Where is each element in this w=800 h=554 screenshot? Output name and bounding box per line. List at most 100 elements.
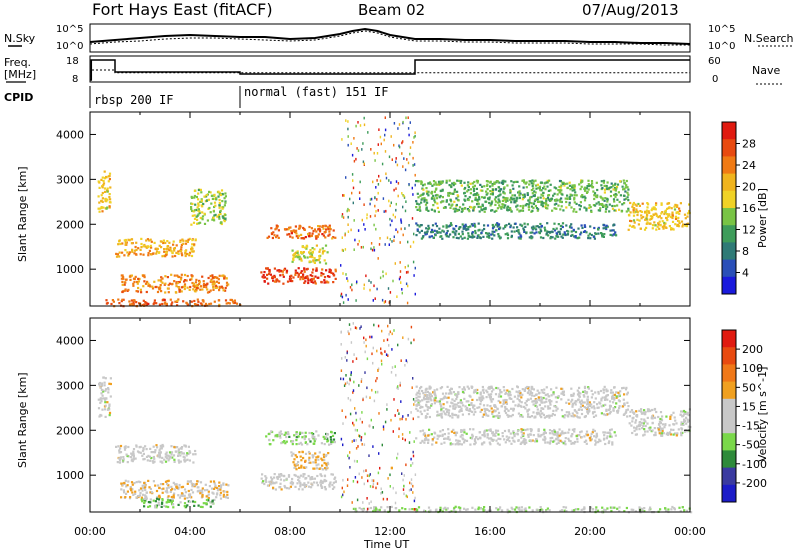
heat-cell xyxy=(522,186,525,189)
heat-cell xyxy=(151,285,154,288)
heat-cell xyxy=(496,407,499,410)
heat-cell xyxy=(433,389,436,392)
heat-speckle xyxy=(378,412,380,415)
heat-cell xyxy=(180,286,183,289)
heat-cell xyxy=(532,411,535,414)
heat-cell xyxy=(435,183,438,186)
heat-cell xyxy=(428,235,431,238)
heat-cell xyxy=(265,435,268,438)
heat-cell xyxy=(459,235,462,238)
heat-cell xyxy=(621,387,624,390)
heat-cell xyxy=(489,443,492,446)
heat-cell xyxy=(279,436,282,439)
heat-cell xyxy=(298,466,301,469)
heat-cell xyxy=(510,210,513,213)
heat-cell xyxy=(266,484,270,487)
heat-cell xyxy=(179,250,183,253)
heat-cell xyxy=(423,183,426,186)
heat-cell xyxy=(455,394,458,397)
heat-cell xyxy=(571,398,574,401)
heat-cell xyxy=(595,232,598,235)
heat-cell xyxy=(327,226,330,229)
heat-cell xyxy=(401,507,404,510)
heat-speckle xyxy=(399,275,401,279)
heat-cell xyxy=(134,457,137,460)
heat-cell xyxy=(313,248,316,251)
heat-cell xyxy=(162,487,165,490)
heat-cell xyxy=(138,277,141,281)
heat-cell xyxy=(523,193,526,196)
heat-cell xyxy=(129,486,132,489)
heat-cell xyxy=(632,209,635,212)
heat-cell xyxy=(124,281,127,284)
heat-cell xyxy=(182,285,185,288)
heat-speckle xyxy=(389,204,391,208)
heat-cell xyxy=(199,285,202,288)
heat-cell xyxy=(486,192,489,195)
heat-cell xyxy=(663,221,666,224)
heat-cell xyxy=(301,483,304,486)
heat-cell xyxy=(98,415,101,418)
heat-cell xyxy=(154,285,157,289)
heat-cell xyxy=(468,408,471,411)
heat-cell xyxy=(144,445,147,448)
heat-cell xyxy=(612,233,615,236)
heat-cell xyxy=(585,439,588,442)
heat-cell xyxy=(537,186,540,189)
heat-cell xyxy=(358,506,361,510)
heat-cell xyxy=(477,508,480,511)
heat-cell xyxy=(449,390,452,394)
heat-cell xyxy=(326,461,329,464)
heat-cell xyxy=(472,189,476,193)
heat-cell xyxy=(125,453,128,456)
heat-cell xyxy=(171,255,174,258)
heat-cell xyxy=(107,391,110,394)
heat-cell xyxy=(524,182,527,185)
heat-cell xyxy=(610,428,613,431)
heat-speckle xyxy=(390,181,392,184)
heat-cell xyxy=(670,508,673,511)
heat-cell xyxy=(630,220,633,223)
heat-cell xyxy=(588,401,591,404)
heat-cell xyxy=(219,212,222,216)
heat-cell xyxy=(439,430,442,433)
heat-cell xyxy=(572,394,575,397)
heat-cell xyxy=(149,498,152,501)
heat-cell xyxy=(513,440,516,443)
heat-cell xyxy=(549,437,552,440)
heat-cell xyxy=(517,405,520,408)
heat-speckle xyxy=(402,165,404,168)
heat-cell xyxy=(451,182,454,185)
heat-cell xyxy=(201,495,204,498)
heat-cell xyxy=(549,189,552,192)
heat-cell xyxy=(597,201,600,204)
heat-cell xyxy=(420,385,423,389)
heat-speckle xyxy=(387,354,389,357)
heat-cell xyxy=(506,209,509,212)
heat-cell xyxy=(109,201,112,204)
heat-cell xyxy=(573,442,576,445)
heat-cell xyxy=(322,273,325,276)
heat-cell xyxy=(201,215,205,218)
heat-cell xyxy=(555,409,558,412)
heat-cell xyxy=(510,197,513,200)
heat-cell xyxy=(538,200,542,203)
heat-cell xyxy=(103,187,107,190)
heat-cell xyxy=(157,251,160,254)
heat-cell xyxy=(323,437,326,440)
heat-cell xyxy=(141,500,144,503)
heat-cell xyxy=(535,440,539,443)
heat-cell xyxy=(490,390,494,393)
heat-speckle xyxy=(404,209,407,213)
heat-cell xyxy=(521,393,524,396)
heat-cell xyxy=(105,397,108,400)
heat-speckle xyxy=(366,216,368,220)
heat-cell xyxy=(561,222,565,225)
heat-cell xyxy=(326,275,330,278)
heat-cell xyxy=(190,254,194,258)
heat-cell xyxy=(159,286,162,289)
heat-cell xyxy=(590,432,593,435)
heat-cell xyxy=(132,457,135,460)
heat-cell xyxy=(474,390,477,393)
heat-cell xyxy=(196,303,199,306)
